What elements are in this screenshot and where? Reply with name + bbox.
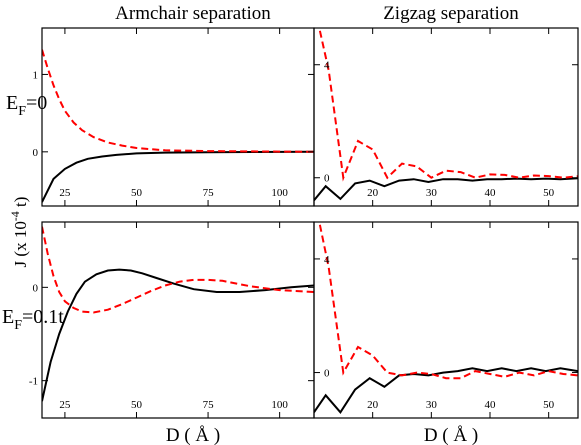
panel-top-left: 25 50 75 100 0 1 xyxy=(33,27,315,207)
x-tick-label: 100 xyxy=(271,399,288,411)
series-line-solid-bottom-right xyxy=(314,367,578,414)
x-tick-label: 20 xyxy=(367,187,379,199)
series-line-dashed-top-right xyxy=(318,30,578,182)
panel-bottom-right: 20 30 40 50 0 4 xyxy=(313,221,579,419)
series-line-solid-top-right xyxy=(314,177,578,201)
row-label-ef-0: EF=0 xyxy=(6,92,47,119)
y-tick-label: 1 xyxy=(33,69,39,81)
x-tick-label: 50 xyxy=(131,399,143,411)
series-line-dashed-bottom-right xyxy=(318,224,578,380)
x-tick-label: 40 xyxy=(485,187,497,199)
panel-bottom-left: 25 50 75 100 -1 0 xyxy=(29,221,315,419)
y-axis-label: J (x 10-4 t) xyxy=(8,197,30,268)
series-line-dashed-bottom-left xyxy=(42,226,314,314)
plot-frame xyxy=(313,27,579,207)
series-line-solid-top-left xyxy=(42,150,314,203)
plot-frame xyxy=(41,221,315,419)
y-tick-label: 4 xyxy=(324,60,330,72)
column-title-zigzag: Zigzag separation xyxy=(383,3,519,24)
x-tick-label: 20 xyxy=(367,399,379,411)
x-tick-label: 30 xyxy=(426,187,438,199)
x-axis-label-armchair: D ( Å ) xyxy=(166,425,220,445)
plot-frame xyxy=(41,27,315,207)
x-tick-label: 50 xyxy=(543,399,555,411)
y-tick-label: 0 xyxy=(33,147,39,159)
x-tick-label: 30 xyxy=(426,399,438,411)
y-tick-label: 4 xyxy=(324,254,330,266)
x-tick-label: 25 xyxy=(59,399,71,411)
x-tick-label: 75 xyxy=(203,399,215,411)
column-title-armchair: Armchair separation xyxy=(115,3,271,24)
x-tick-label: 25 xyxy=(59,187,71,199)
row-label-ef-0.1t: EF=0.1t xyxy=(2,306,64,333)
x-axis-label-zigzag: D ( Å ) xyxy=(424,425,478,445)
y-tick-label: 0 xyxy=(324,173,330,185)
x-tick-label: 100 xyxy=(271,187,288,199)
series-line-solid-bottom-left xyxy=(42,268,314,402)
x-tick-label: 50 xyxy=(131,187,143,199)
y-tick-label: 0 xyxy=(324,368,330,380)
panel-top-right: 20 30 40 50 0 4 xyxy=(313,27,579,207)
x-tick-label: 50 xyxy=(543,187,555,199)
y-tick-label: 0 xyxy=(33,282,39,294)
x-tick-label: 40 xyxy=(485,399,497,411)
series-line-dashed-top-left xyxy=(42,49,314,153)
y-tick-label: -1 xyxy=(29,376,38,388)
plot-frame xyxy=(313,221,579,419)
x-tick-label: 75 xyxy=(203,187,215,199)
